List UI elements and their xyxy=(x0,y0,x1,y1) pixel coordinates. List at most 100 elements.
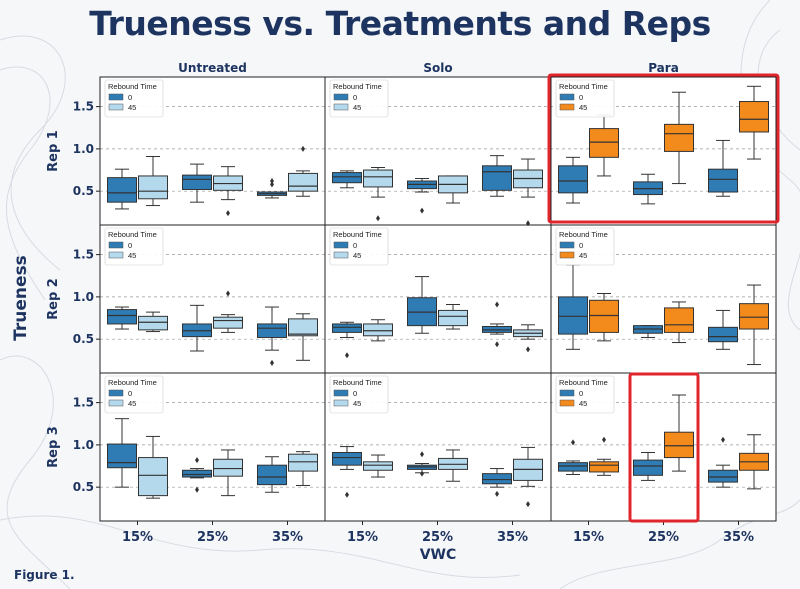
box-iqr xyxy=(138,175,168,200)
box-15pct-rebound-45 xyxy=(363,319,393,342)
box-35pct-rebound-45 xyxy=(288,451,318,486)
outlier-point xyxy=(420,451,424,458)
box-35pct-rebound-45 xyxy=(739,434,769,490)
outlier-point xyxy=(345,491,349,498)
row-label: Rep 3 xyxy=(46,426,61,468)
outlier-point xyxy=(301,145,305,152)
box-25pct-rebound-0 xyxy=(633,173,663,205)
box-iqr xyxy=(332,172,362,184)
box-25pct-rebound-0 xyxy=(407,276,437,334)
box-iqr xyxy=(257,464,287,486)
box-15pct-rebound-45 xyxy=(589,293,619,342)
box-15pct-rebound-45 xyxy=(138,311,168,333)
legend-swatch xyxy=(333,103,349,111)
x-tick-label: 15% xyxy=(573,530,604,545)
box-35pct-rebound-0 xyxy=(257,456,287,493)
y-tick-label: 1.5 xyxy=(73,396,94,410)
legend-swatch xyxy=(333,93,349,101)
box-iqr xyxy=(257,323,287,338)
box-15pct-rebound-0 xyxy=(558,439,588,475)
box-35pct-rebound-0 xyxy=(482,155,512,197)
outlier-point xyxy=(270,359,274,366)
outlier-point xyxy=(195,486,199,493)
legend-entry: 0 xyxy=(128,389,132,398)
legend-entry: 0 xyxy=(353,93,357,102)
outlier-point xyxy=(526,501,530,508)
legend: Rebound Time 045 xyxy=(329,227,389,266)
legend-entry: 0 xyxy=(579,241,583,250)
box-25pct-rebound-45 xyxy=(664,91,694,185)
legend: Rebound Time 045 xyxy=(555,375,615,414)
box-iqr xyxy=(107,177,137,203)
legend-title: Rebound Time xyxy=(559,82,608,91)
box-15pct-rebound-0 xyxy=(558,156,588,204)
box-iqr xyxy=(363,461,393,471)
outlier-point xyxy=(226,290,230,297)
box-15pct-rebound-45 xyxy=(138,155,168,207)
box-iqr xyxy=(739,303,769,330)
box-25pct-rebound-0 xyxy=(182,304,212,352)
box-35pct-rebound-45 xyxy=(513,324,543,353)
box-iqr xyxy=(332,323,362,333)
box-35pct-rebound-0 xyxy=(708,309,738,350)
box-iqr xyxy=(708,469,738,483)
outlier-point xyxy=(226,210,230,217)
column-title: Untreated xyxy=(178,61,247,75)
legend-swatch xyxy=(333,251,349,259)
box-35pct-rebound-45 xyxy=(513,158,543,227)
outlier-point xyxy=(420,207,424,214)
outlier-point xyxy=(270,178,274,185)
box-25pct-rebound-0 xyxy=(182,457,212,493)
box-15pct-rebound-45 xyxy=(589,114,619,177)
outlier-point xyxy=(495,341,499,348)
legend-swatch xyxy=(559,389,575,397)
box-15pct-rebound-0 xyxy=(332,446,362,498)
y-tick-label: 0.5 xyxy=(73,332,94,346)
box-15pct-rebound-45 xyxy=(363,166,393,222)
box-iqr xyxy=(332,451,362,466)
legend: Rebound Time 045 xyxy=(329,375,389,414)
outlier-point xyxy=(526,346,530,353)
x-tick-label: 25% xyxy=(197,530,228,545)
legend-swatch xyxy=(108,389,124,397)
legend-swatch xyxy=(108,241,124,249)
legend-entry: 0 xyxy=(128,93,132,102)
box-15pct-rebound-0 xyxy=(332,170,362,189)
outlier-point xyxy=(495,301,499,308)
legend-swatch xyxy=(108,399,124,407)
legend-entry: 45 xyxy=(353,103,361,112)
box-iqr xyxy=(633,459,663,476)
x-tick-label: 25% xyxy=(648,530,679,545)
box-35pct-rebound-45 xyxy=(288,145,318,197)
box-15pct-rebound-45 xyxy=(363,454,393,478)
box-iqr xyxy=(288,172,318,192)
legend-entry: 45 xyxy=(579,103,587,112)
legend-title: Rebound Time xyxy=(559,230,608,239)
x-tick-label: 35% xyxy=(272,530,303,545)
box-35pct-rebound-45 xyxy=(513,446,543,508)
legend-title: Rebound Time xyxy=(108,82,157,91)
box-35pct-rebound-0 xyxy=(257,306,287,366)
box-35pct-rebound-0 xyxy=(257,178,287,199)
row-label: Rep 2 xyxy=(46,278,61,320)
column-title: Solo xyxy=(423,61,452,75)
outlier-point xyxy=(602,436,606,443)
legend-entry: 45 xyxy=(128,251,136,260)
box-iqr xyxy=(558,165,588,194)
y-tick-label: 1.5 xyxy=(73,100,94,114)
box-iqr xyxy=(182,469,212,478)
box-iqr xyxy=(589,461,619,473)
page-title: Trueness vs. Treatments and Reps xyxy=(89,4,711,43)
box-iqr xyxy=(664,431,694,459)
legend-swatch xyxy=(559,103,575,111)
box-25pct-rebound-45 xyxy=(213,449,243,497)
box-iqr xyxy=(363,323,393,337)
box-25pct-rebound-0 xyxy=(407,451,437,477)
box-15pct-rebound-0 xyxy=(332,321,362,359)
box-iqr xyxy=(213,316,243,329)
box-iqr xyxy=(589,299,619,333)
box-iqr xyxy=(558,296,588,335)
legend: Rebound Time 045 xyxy=(555,227,615,266)
